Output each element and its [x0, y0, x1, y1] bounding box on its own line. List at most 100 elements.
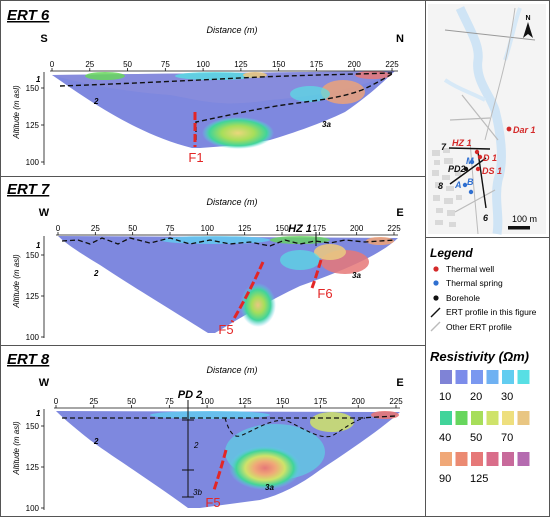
- fault-line-f5: [212, 449, 228, 491]
- x-tick-label: 100: [200, 397, 214, 406]
- resistivity-swatch: [486, 411, 499, 425]
- thermal-spring: [462, 182, 468, 188]
- y-tick-label: 100: [26, 158, 40, 167]
- scale-label: 50: [470, 432, 482, 444]
- left-direction: W: [39, 377, 50, 389]
- road: [484, 7, 516, 141]
- borehole-unit-label: 3b: [193, 488, 202, 497]
- resistivity-swatch: [471, 411, 483, 425]
- x-tick-label: 175: [313, 224, 327, 233]
- unit-label: 3a: [265, 483, 274, 492]
- scale-label: 10: [439, 391, 451, 403]
- resistivity-swatch: [502, 411, 514, 425]
- y-axis-label: Altitude (m asl): [12, 254, 21, 309]
- x-tick-label: 25: [89, 397, 98, 406]
- x-tick-label: 50: [128, 224, 137, 233]
- borehole-symbol: [433, 295, 439, 301]
- built-up-area: [432, 148, 462, 227]
- y-tick-label: 150: [26, 84, 40, 93]
- x-tick-label: 100: [201, 224, 215, 233]
- scale-label: 20: [470, 391, 482, 403]
- x-axis-label: Distance (m): [206, 197, 257, 207]
- x-tick-label: 125: [234, 60, 248, 69]
- y-tick-label: 125: [26, 121, 40, 130]
- anomaly-top-green: [270, 236, 330, 244]
- anomaly-cyan: [290, 86, 330, 102]
- unit-boundary-1: [62, 415, 397, 419]
- fault-line-f5: [230, 261, 265, 323]
- fault-label: F6: [317, 286, 332, 301]
- y-axis-label: Altitude (m asl): [12, 421, 21, 476]
- location-map: Dar 1 HZ 1 D 1 DS 1 M A B PD2 7 8 6 N 10…: [428, 4, 546, 235]
- scale-label: 70: [501, 432, 513, 444]
- fault-label: F1: [188, 150, 203, 165]
- other-ert-profile: [461, 94, 499, 141]
- resistivity-swatch: [486, 452, 499, 466]
- map-label: 6: [483, 213, 489, 223]
- anomaly-top-green: [85, 72, 125, 80]
- anomaly-top-red: [355, 71, 391, 79]
- right-direction: E: [396, 377, 403, 389]
- x-tick-label: 125: [238, 224, 252, 233]
- scale-bar: 100 m: [508, 214, 537, 230]
- borehole-unit-label: 2: [193, 441, 199, 450]
- anomaly-top-cyan: [160, 236, 270, 244]
- scale-label: 125: [470, 473, 488, 485]
- resistivity-scale: Resistivity (Ωm) 10 20 30 40 50 70 90 12…: [430, 349, 530, 485]
- resistivity-swatch: [455, 370, 468, 384]
- borehole: [463, 166, 469, 172]
- resistivity-swatch: [502, 370, 514, 384]
- unit-boundary-2: [224, 417, 366, 438]
- anomaly-green: [240, 283, 276, 327]
- unit-boundary-1: [61, 237, 396, 247]
- anomaly-green: [202, 117, 274, 149]
- anomaly-cyan: [280, 250, 320, 270]
- left-direction: W: [39, 207, 50, 219]
- y-tick-label: 100: [26, 333, 40, 342]
- thermal-well-symbol: [433, 266, 439, 272]
- river: [443, 78, 486, 102]
- unit-label: 3a: [352, 271, 361, 280]
- y-tick-label: 125: [26, 463, 40, 472]
- scale-label: 90: [439, 473, 451, 485]
- y-axis-label: Altitude (m asl): [12, 85, 21, 140]
- x-tick-label: 150: [276, 397, 290, 406]
- unit-boundary-1: [59, 72, 393, 87]
- x-tick-label: 175: [310, 60, 324, 69]
- y-tick-label: 150: [26, 422, 40, 431]
- other-ert-profile-symbol: [430, 321, 441, 332]
- river: [455, 6, 506, 235]
- resistivity-swatch: [517, 452, 530, 466]
- x-tick-label: 150: [272, 60, 286, 69]
- x-tick-label: 75: [165, 397, 174, 406]
- borehole-label: PD 2: [178, 389, 202, 401]
- y-tick-label: 150: [26, 251, 40, 260]
- map-label: DS 1: [482, 166, 502, 176]
- map-label: 8: [438, 181, 443, 191]
- resistivity-swatch: [502, 452, 514, 466]
- unit-label: 1: [36, 409, 41, 418]
- legend-item-label: Thermal well: [446, 264, 494, 274]
- unit-label: 2: [93, 269, 99, 278]
- map-label: Dar 1: [513, 125, 536, 135]
- thermal-spring: [469, 159, 475, 165]
- legend-item-label: Other ERT profile: [446, 322, 512, 332]
- map-label: M: [466, 156, 474, 166]
- unit-label: 3a: [322, 120, 331, 129]
- thermal-spring-symbol: [433, 280, 439, 286]
- resistivity-swatch: [440, 411, 452, 425]
- svg-text:N: N: [525, 15, 530, 22]
- north-arrow-icon: N: [523, 15, 533, 38]
- thermal-well: [474, 149, 480, 155]
- x-tick-label: 0: [50, 60, 55, 69]
- x-axis-label: Distance (m): [206, 365, 257, 375]
- resistivity-swatch: [517, 370, 530, 384]
- right-direction: E: [396, 207, 403, 219]
- x-axis-label: Distance (m): [206, 25, 257, 35]
- x-tick-label: 125: [238, 397, 252, 406]
- x-tick-label: 75: [166, 224, 175, 233]
- right-direction: N: [396, 33, 404, 45]
- scale-label: 30: [501, 391, 513, 403]
- resistivity-swatch: [517, 411, 530, 425]
